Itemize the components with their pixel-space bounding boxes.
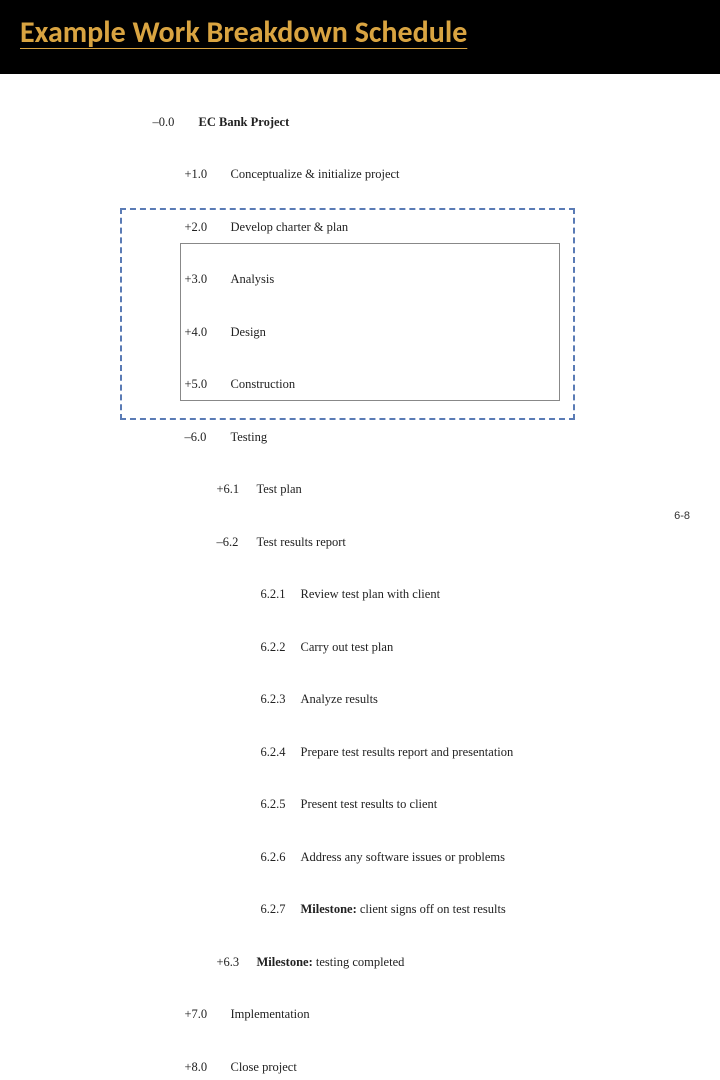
wbs-label: Develop charter & plan: [231, 220, 349, 234]
wbs-label: Carry out test plan: [301, 640, 394, 654]
wbs-num: 6.2.6: [261, 849, 301, 867]
wbs-num: 6.2.1: [261, 586, 301, 604]
wbs-milestone-item: 6.2.7Milestone: client signs off on test…: [140, 884, 660, 937]
wbs-num: 6.2.5: [261, 796, 301, 814]
wbs-num: 6.2.7: [261, 901, 301, 919]
wbs-label: Construction: [231, 377, 296, 391]
wbs-num: 6.2.3: [261, 691, 301, 709]
slide-title: Example Work Breakdown Schedule: [20, 14, 700, 51]
wbs-label: Prepare test results report and presenta…: [301, 745, 514, 759]
wbs-num: +2.0: [185, 219, 231, 237]
wbs-label: EC Bank Project: [199, 115, 290, 129]
wbs-num: –6.2: [217, 534, 257, 552]
milestone-prefix: Milestone:: [257, 955, 313, 969]
wbs-item: 6.2.5Present test results to client: [140, 779, 660, 832]
wbs-label: Analyze results: [301, 692, 378, 706]
wbs-testing: –6.0Testing: [140, 411, 660, 464]
wbs-item: +6.1Test plan: [140, 464, 660, 517]
wbs-item: 6.2.4Prepare test results report and pre…: [140, 726, 660, 779]
wbs-item: +2.0Develop charter & plan: [140, 201, 660, 254]
wbs-num: –0.0: [153, 114, 199, 132]
wbs-num: +1.0: [185, 166, 231, 184]
wbs-num: +6.3: [217, 954, 257, 972]
page-number: 6-8: [674, 510, 690, 522]
wbs-item: +8.0Close project: [140, 1041, 660, 1080]
wbs-num: +4.0: [185, 324, 231, 342]
wbs-num: 6.2.2: [261, 639, 301, 657]
wbs-item: +7.0Implementation: [140, 989, 660, 1042]
wbs-content: –0.0EC Bank Project +1.0Conceptualize & …: [0, 74, 720, 1080]
milestone-prefix: Milestone:: [301, 902, 357, 916]
wbs-label: Present test results to client: [301, 797, 438, 811]
wbs-item: +4.0Design: [140, 306, 660, 359]
title-bar: Example Work Breakdown Schedule: [0, 0, 720, 74]
wbs-label: Address any software issues or problems: [301, 850, 505, 864]
wbs-label: testing completed: [313, 955, 405, 969]
wbs-num: +6.1: [217, 481, 257, 499]
wbs-item: 6.2.1Review test plan with client: [140, 569, 660, 622]
wbs-root: –0.0EC Bank Project: [140, 96, 660, 149]
wbs-item: 6.2.2Carry out test plan: [140, 621, 660, 674]
wbs-item: 6.2.6Address any software issues or prob…: [140, 831, 660, 884]
wbs-item: +3.0Analysis: [140, 254, 660, 307]
wbs-label: Analysis: [231, 272, 275, 286]
wbs-milestone-item: +6.3Milestone: testing completed: [140, 936, 660, 989]
wbs-num: +7.0: [185, 1006, 231, 1024]
wbs-num: 6.2.4: [261, 744, 301, 762]
wbs-results: –6.2Test results report: [140, 516, 660, 569]
wbs-label: Test plan: [257, 482, 302, 496]
wbs-num: +8.0: [185, 1059, 231, 1077]
wbs-item: 6.2.3Analyze results: [140, 674, 660, 727]
wbs-label: Testing: [231, 430, 268, 444]
wbs-num: –6.0: [185, 429, 231, 447]
wbs-label: Close project: [231, 1060, 297, 1074]
wbs-num: +3.0: [185, 271, 231, 289]
wbs-label: Test results report: [257, 535, 346, 549]
wbs-label: Implementation: [231, 1007, 310, 1021]
wbs-label: Conceptualize & initialize project: [231, 167, 400, 181]
wbs-label: Review test plan with client: [301, 587, 441, 601]
wbs-label: Design: [231, 325, 266, 339]
wbs-item: +1.0Conceptualize & initialize project: [140, 149, 660, 202]
wbs-item: +5.0Construction: [140, 359, 660, 412]
wbs-num: +5.0: [185, 376, 231, 394]
wbs-label: client signs off on test results: [357, 902, 506, 916]
